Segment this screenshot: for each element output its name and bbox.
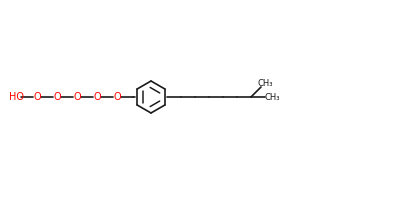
Text: O: O xyxy=(33,92,41,102)
Text: CH₃: CH₃ xyxy=(257,79,273,88)
Text: HO: HO xyxy=(9,92,24,102)
Text: O: O xyxy=(53,92,61,102)
Text: O: O xyxy=(93,92,101,102)
Text: O: O xyxy=(113,92,121,102)
Text: CH₃: CH₃ xyxy=(264,92,280,102)
Text: O: O xyxy=(73,92,81,102)
